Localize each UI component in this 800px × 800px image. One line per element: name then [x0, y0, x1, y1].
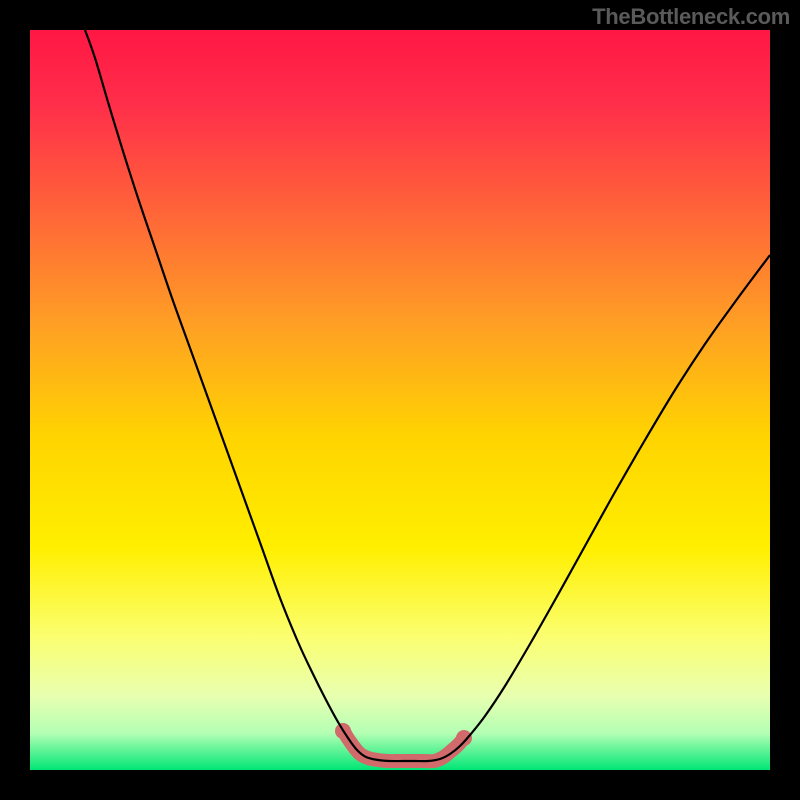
- outer-frame: TheBottleneck.com: [0, 0, 800, 800]
- watermark-text: TheBottleneck.com: [592, 4, 790, 30]
- chart-svg: [30, 30, 770, 770]
- gradient-background: [30, 30, 770, 770]
- plot-area: [30, 30, 770, 770]
